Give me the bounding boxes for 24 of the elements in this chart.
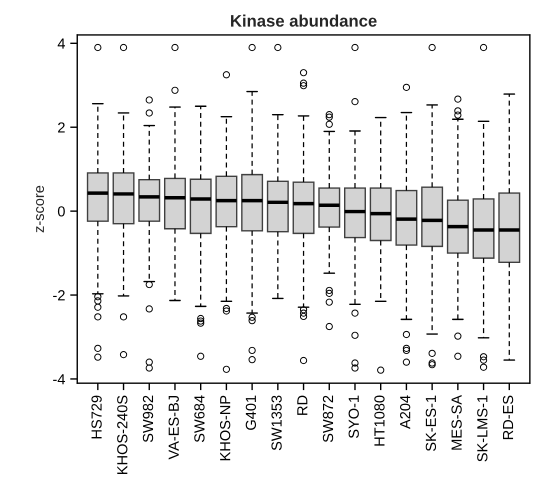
x-tick-label: KHOS-240S (117, 396, 128, 474)
x-tick-label: SW982 (142, 396, 154, 442)
y-tick-label: -4 (53, 374, 66, 384)
x-tick-label: VA-ES-BJ (168, 396, 179, 460)
x-tick-label: RD-ES (502, 396, 514, 440)
x-tick-label: SYO-1 (348, 396, 359, 438)
x-tick-label: SW1353 (271, 396, 282, 450)
x-tick-label: HT1080 (374, 396, 385, 446)
y-tick-label: 4 (58, 38, 66, 49)
x-tick-label: SK-LMS-1 (477, 396, 488, 462)
x-tick-label: KHOS-NP (220, 396, 230, 460)
y-axis-title: z-score (36, 186, 44, 232)
chart-title: Kinase abundance (231, 14, 377, 27)
x-tick-label: HS729 (91, 396, 102, 438)
x-tick-label: SW872 (322, 396, 334, 442)
y-tick-label: 0 (58, 206, 65, 217)
y-tick-label: 2 (58, 122, 65, 133)
y-tick-label: -2 (53, 290, 65, 300)
x-tick-label: MES-SA (451, 394, 462, 450)
x-tick-label: A204 (400, 395, 410, 429)
x-tick-label: SK-ES-1 (426, 396, 436, 452)
x-tick-label: G401 (246, 396, 256, 430)
x-tick-label: SW684 (194, 395, 205, 442)
x-tick-label: RD (297, 396, 308, 415)
